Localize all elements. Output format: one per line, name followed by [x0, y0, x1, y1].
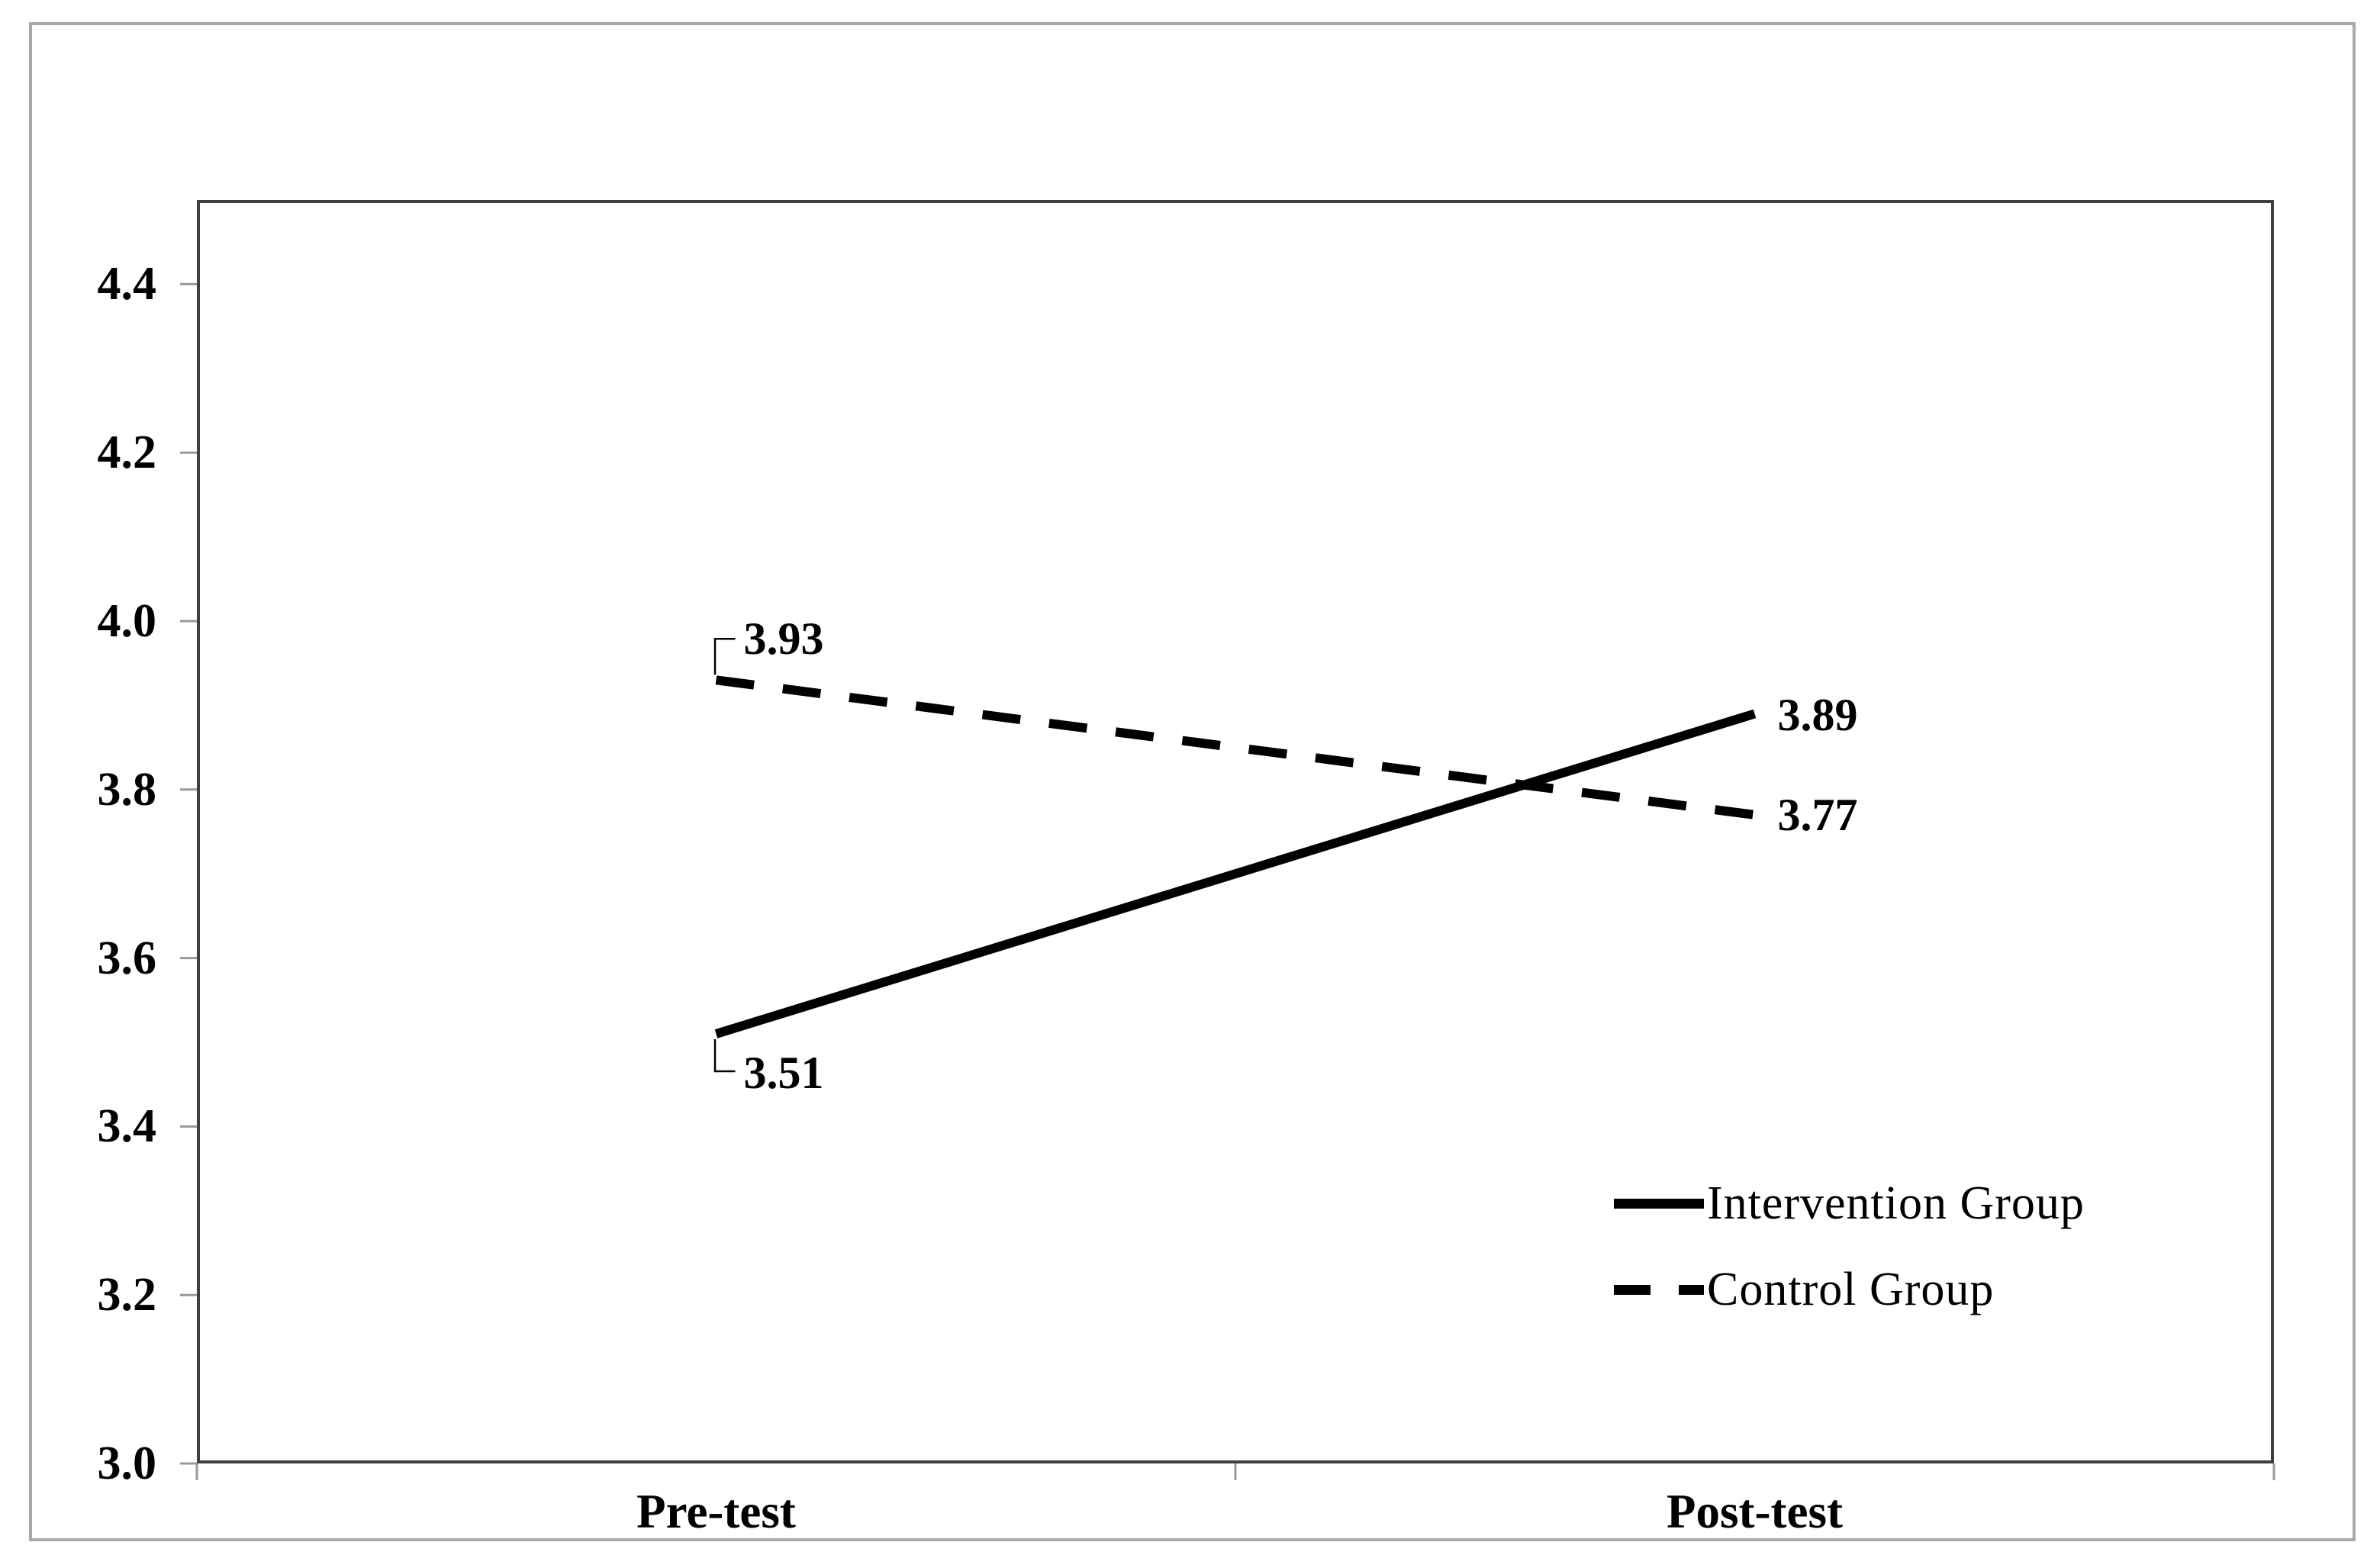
plot-border: [197, 200, 2274, 1463]
y-tick-label: 3.6: [97, 932, 157, 984]
y-tick-label: 3.2: [97, 1269, 157, 1322]
y-tick-label: 3.8: [97, 763, 157, 816]
y-tick-label: 4.4: [97, 258, 157, 311]
data-label-intervention-group-post-test: 3.89: [1777, 690, 1858, 741]
y-tick-label: 4.2: [97, 427, 157, 479]
legend-label-control: Control Group: [1707, 1264, 1995, 1315]
data-label-intervention-group-pre-test: 3.51: [743, 1047, 824, 1098]
y-tick-label: 3.0: [97, 1438, 157, 1489]
legend-item-control: Control Group: [1614, 1264, 2085, 1315]
y-tick-label: 3.4: [97, 1100, 157, 1153]
x-axis-label-post-test: Post-test: [1667, 1485, 1843, 1538]
legend-dashed-line-swatch: [1614, 1284, 1704, 1295]
y-tick-label: 4.0: [97, 595, 157, 647]
legend-item-intervention: Intervention Group: [1614, 1178, 2085, 1228]
data-label-control-group-post-test: 3.77: [1777, 789, 1858, 840]
y-axis-tick-labels: 3.0 3.2 3.4 3.6 3.8 4.0 4.2 4.4: [0, 0, 157, 1568]
x-axis-label-pre-test: Pre-test: [636, 1485, 796, 1538]
legend-label-intervention: Intervention Group: [1707, 1177, 2085, 1229]
legend: Intervention Group Control Group: [1614, 1178, 2085, 1315]
data-label-control-group-pre-test: 3.93: [743, 613, 824, 665]
legend-solid-line-swatch: [1614, 1198, 1704, 1209]
